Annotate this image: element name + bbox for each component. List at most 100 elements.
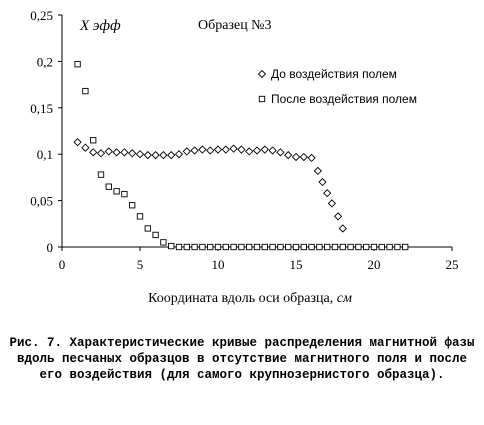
diamond-point — [229, 144, 238, 153]
square-point — [175, 243, 183, 251]
square-point — [402, 243, 409, 251]
legend-label: До воздействия полем — [271, 67, 397, 81]
square-point — [394, 243, 401, 251]
diamond-point — [260, 145, 269, 154]
square-point — [121, 190, 128, 198]
x-tick-label: 15 — [290, 257, 303, 272]
diamond-point — [327, 199, 337, 208]
diamond-point — [174, 150, 184, 159]
square-point — [277, 243, 284, 251]
square-point — [370, 243, 378, 251]
square-point — [113, 188, 120, 195]
square-point — [82, 87, 89, 95]
sample-label: Образец №3 — [198, 18, 272, 33]
x-tick-label: 20 — [368, 257, 381, 272]
diamond-point — [190, 146, 199, 155]
x-tick-label: 0 — [59, 257, 66, 272]
y-tick-label: 0,05 — [30, 194, 53, 209]
diamond-point — [104, 147, 113, 156]
square-point — [308, 243, 315, 251]
square-point — [269, 243, 276, 251]
square-point — [355, 243, 362, 251]
square-point — [378, 243, 385, 251]
square-point — [292, 243, 300, 251]
diamond-point — [338, 224, 347, 233]
diamond-point — [128, 149, 137, 158]
legend-diamond-marker — [257, 69, 267, 79]
x-tick-label: 10 — [212, 257, 225, 272]
y-tick-label: 0,1 — [37, 147, 53, 162]
diamond-point — [291, 152, 301, 162]
square-point — [129, 202, 136, 209]
square-point — [90, 137, 97, 144]
series-2 — [74, 61, 409, 251]
square-point — [316, 243, 323, 251]
series-1 — [73, 137, 347, 233]
square-point — [160, 239, 167, 246]
diamond-point — [333, 212, 343, 221]
square-point — [246, 243, 253, 251]
square-point — [339, 243, 346, 251]
square-point — [152, 231, 159, 239]
square-point — [324, 243, 331, 251]
square-point — [199, 243, 206, 251]
diamond-point — [276, 148, 285, 157]
axes — [58, 14, 453, 251]
diamond-point — [284, 150, 293, 160]
diamond-point — [143, 150, 152, 160]
square-point — [261, 243, 268, 251]
y-axis-symbol: Χ эфф — [79, 18, 121, 34]
diamond-point — [73, 137, 82, 147]
diamond-point — [252, 146, 262, 155]
x-tick-label: 5 — [137, 257, 144, 272]
diamond-point — [112, 148, 121, 157]
square-point — [347, 243, 354, 251]
diamond-point — [323, 189, 332, 198]
square-point — [300, 243, 307, 251]
diamond-point — [206, 146, 215, 155]
data-series — [73, 61, 409, 251]
square-point — [105, 183, 112, 190]
square-point — [230, 243, 237, 251]
diamond-point — [96, 149, 106, 158]
legend: До воздействия полем После воздействия по… — [257, 67, 417, 106]
diamond-point — [245, 147, 254, 156]
square-point — [183, 243, 190, 251]
y-tick-label: 0,2 — [37, 54, 53, 69]
diamond-point — [151, 150, 160, 160]
x-tick-label: 25 — [446, 257, 459, 272]
legend-entry-1: До воздействия полем — [257, 67, 397, 81]
diamond-point — [313, 166, 322, 176]
square-point — [222, 243, 229, 251]
square-point — [191, 243, 198, 251]
legend-entry-2: После воздействия полем — [258, 92, 417, 106]
y-tick-label: 0,25 — [30, 8, 53, 23]
diamond-point — [307, 153, 316, 163]
diamond-point — [318, 177, 327, 187]
square-point — [331, 243, 339, 251]
x-axis-label: Координата вдоль оси образца, см — [148, 291, 352, 306]
diamond-point — [89, 148, 98, 157]
diamond-point — [182, 147, 191, 156]
square-point — [144, 225, 151, 232]
tick-labels: 0 5 10 15 20 25 0 0,05 0,1 0,15 0,2 0,25 — [30, 8, 458, 272]
legend-label: После воздействия полем — [271, 92, 417, 106]
square-point — [285, 243, 292, 251]
diamond-point — [81, 143, 90, 152]
square-point — [238, 243, 245, 251]
square-point — [74, 61, 81, 68]
diamond-point — [237, 145, 246, 154]
diamond-point — [159, 150, 168, 160]
diamond-point — [213, 145, 223, 154]
y-tick-label: 0,15 — [30, 101, 53, 116]
square-point — [214, 243, 222, 251]
diamond-point — [221, 145, 230, 154]
diamond-point — [299, 152, 308, 162]
square-point — [207, 243, 214, 251]
figure-caption: Рис. 7. Характеристические кривые распре… — [9, 336, 475, 382]
diamond-point — [120, 148, 129, 157]
square-point — [97, 171, 105, 178]
square-point — [386, 243, 393, 251]
y-tick-label: 0 — [47, 240, 54, 255]
chart: 0 5 10 15 20 25 0 0,05 0,1 0,15 0,2 0,25 Χ эфф Обра… — [30, 8, 458, 306]
